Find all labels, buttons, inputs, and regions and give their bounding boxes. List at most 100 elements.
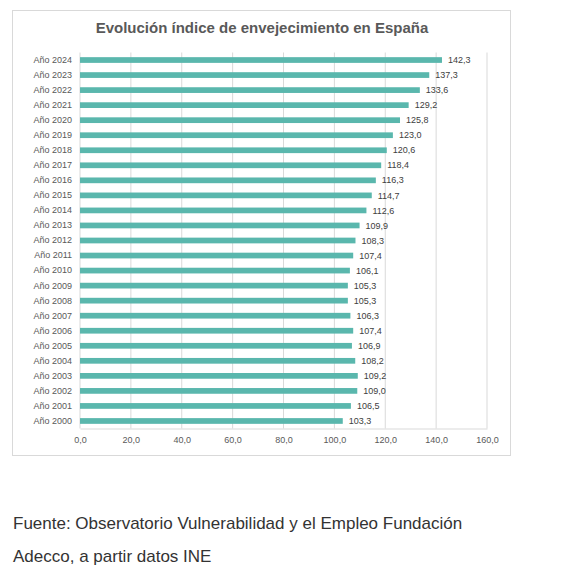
y-tick: Año 2017: [33, 160, 80, 170]
bar: [80, 403, 351, 409]
data-label: 108,3: [361, 236, 384, 246]
x-tick: 120,0: [374, 429, 397, 445]
y-tick: Año 2000: [33, 416, 80, 426]
y-tick: Año 2018: [33, 145, 80, 155]
y-tick-label: Año 2001: [33, 401, 72, 411]
x-tick-label: 80,0: [275, 435, 293, 445]
y-tick: Año 2015: [33, 190, 80, 200]
y-tick: Año 2010: [33, 265, 80, 275]
y-tick-label: Año 2009: [33, 281, 72, 291]
bar: [80, 102, 409, 108]
x-axis: 0,020,040,060,080,0100,0120,0140,0160,0: [74, 429, 499, 445]
bar: [80, 117, 400, 123]
x-tick: 80,0: [275, 429, 293, 445]
data-label: 125,8: [406, 115, 429, 125]
y-tick: Año 2007: [33, 311, 80, 321]
y-tick-label: Año 2013: [33, 220, 72, 230]
bar: [80, 193, 372, 199]
chart-svg: Evolución índice de envejecimiento en Es…: [0, 0, 572, 574]
y-tick: Año 2016: [33, 175, 80, 185]
grid-line: [487, 53, 488, 429]
x-tick: 140,0: [425, 429, 448, 445]
data-label: 123,0: [399, 130, 422, 140]
bar: [80, 72, 429, 78]
data-label: 118,4: [387, 160, 409, 170]
y-tick: Año 2003: [33, 371, 80, 381]
data-label: 107,4: [359, 326, 382, 336]
bar: [80, 253, 353, 259]
y-tick: Año 2011: [34, 250, 80, 260]
bar: [80, 358, 355, 364]
y-axis: Año 2024Año 2023Año 2022Año 2021Año 2020…: [33, 55, 80, 426]
bar: [80, 418, 343, 424]
y-tick-label: Año 2014: [33, 205, 72, 215]
bar: [80, 238, 355, 244]
y-tick-label: Año 2008: [33, 296, 72, 306]
y-tick-label: Año 2021: [33, 100, 72, 110]
y-tick: Año 2023: [33, 70, 80, 80]
bar: [80, 298, 348, 304]
source-text: Adecco, a partir datos INE: [13, 547, 211, 566]
bar: [80, 208, 366, 214]
y-tick: Año 2008: [33, 296, 80, 306]
y-tick: Año 2004: [33, 356, 80, 366]
y-tick: Año 2001: [33, 401, 80, 411]
y-tick-label: Año 2024: [33, 55, 72, 65]
y-tick-label: Año 2018: [33, 145, 72, 155]
bar: [80, 373, 358, 379]
bar: [80, 343, 352, 349]
chart-title: Evolución índice de envejecimiento en Es…: [96, 19, 429, 36]
y-tick-label: Año 2006: [33, 326, 72, 336]
data-label: 120,6: [393, 145, 416, 155]
y-tick-label: Año 2010: [33, 265, 72, 275]
x-tick-label: 40,0: [173, 435, 191, 445]
bar: [80, 283, 348, 289]
data-label: 106,9: [358, 341, 381, 351]
x-tick-label: 100,0: [324, 435, 347, 445]
data-label: 116,3: [382, 175, 404, 185]
data-label: 105,3: [354, 281, 377, 291]
data-label: 109,9: [366, 221, 389, 231]
bar: [80, 268, 350, 274]
x-tick: 0,0: [74, 429, 87, 445]
y-tick-label: Año 2011: [34, 250, 72, 260]
data-label: 109,0: [363, 386, 386, 396]
y-tick: Año 2009: [33, 281, 80, 291]
data-label: 107,4: [359, 251, 382, 261]
y-tick-label: Año 2012: [33, 235, 72, 245]
bar: [80, 313, 350, 319]
y-tick-label: Año 2005: [33, 341, 72, 351]
bar: [80, 147, 387, 153]
y-tick-label: Año 2020: [33, 115, 72, 125]
y-tick-label: Año 2023: [33, 70, 72, 80]
data-label: 106,3: [356, 311, 379, 321]
y-tick-label: Año 2004: [33, 356, 72, 366]
data-labels: 142,3137,3133,6129,2125,8123,0120,6118,4…: [349, 55, 471, 426]
y-tick-label: Año 2007: [33, 311, 72, 321]
x-tick-label: 60,0: [224, 435, 242, 445]
y-tick: Año 2013: [33, 220, 80, 230]
x-tick-label: 120,0: [374, 435, 397, 445]
data-label: 114,7: [378, 191, 400, 201]
y-tick: Año 2019: [33, 130, 80, 140]
data-label: 109,2: [364, 371, 387, 381]
bars: [80, 57, 442, 424]
y-tick-label: Año 2000: [33, 416, 72, 426]
y-tick: Año 2005: [33, 341, 80, 351]
y-tick: Año 2020: [33, 115, 80, 125]
data-label: 133,6: [426, 85, 449, 95]
x-tick-label: 0,0: [74, 435, 87, 445]
x-tick-label: 160,0: [476, 435, 499, 445]
chart-frame: [13, 11, 511, 456]
bar: [80, 328, 353, 334]
data-label: 108,2: [361, 356, 384, 366]
bar: [80, 162, 381, 168]
data-label: 142,3: [448, 55, 471, 65]
y-tick: Año 2014: [33, 205, 80, 215]
x-tick: 160,0: [476, 429, 499, 445]
bar: [80, 57, 442, 63]
y-tick: Año 2002: [33, 386, 80, 396]
data-label: 129,2: [415, 100, 438, 110]
x-tick: 40,0: [173, 429, 191, 445]
x-tick-label: 140,0: [425, 435, 448, 445]
